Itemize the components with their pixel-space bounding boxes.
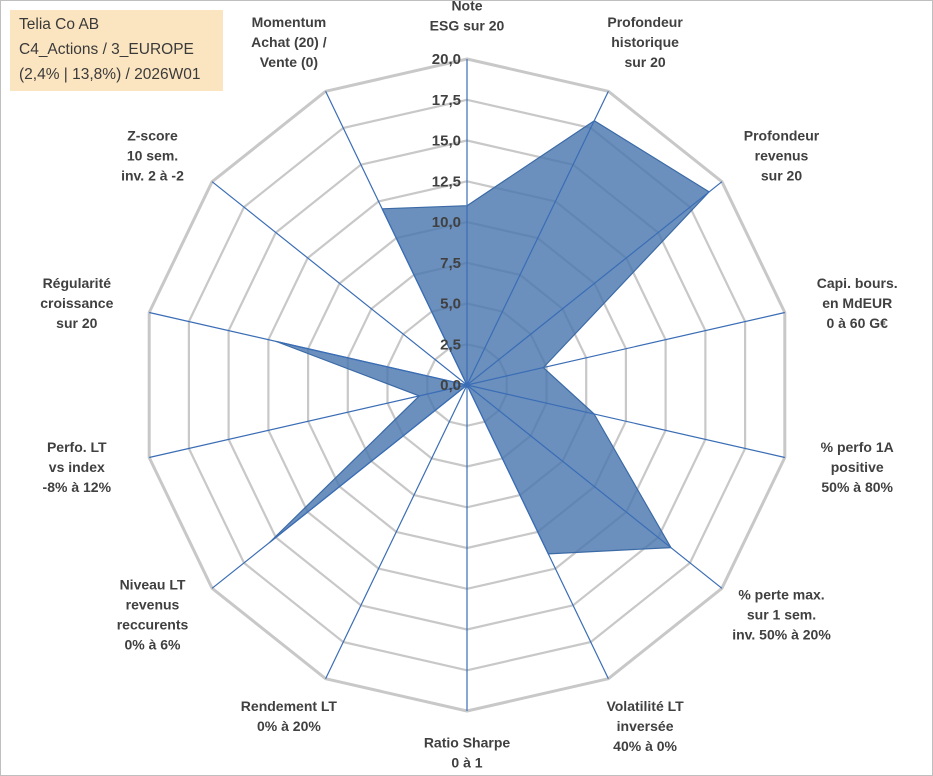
axis-label-line: Volatilité LT xyxy=(606,698,684,714)
tick-label: 7,5 xyxy=(440,255,461,272)
axis-label-line: Z-score xyxy=(127,127,178,143)
tick-label: 0,0 xyxy=(440,377,461,394)
axis-label-line: historique xyxy=(611,34,679,50)
axis-label: Régularité croissance sur 20 xyxy=(40,275,113,331)
spoke xyxy=(149,311,468,386)
spoke xyxy=(466,91,609,386)
axis-label: % perfo 1A positive 50% à 80% xyxy=(821,439,894,495)
axis-label-line: Profondeur xyxy=(744,127,820,143)
axis-label-line: sur 20 xyxy=(624,54,665,70)
axis-label-line: % perfo 1A xyxy=(821,439,894,455)
axis-label-line: Perfo. LT xyxy=(47,439,107,455)
axis-label-line: Capi. bours. xyxy=(817,275,898,291)
info-company-name: Telia Co AB xyxy=(19,16,100,33)
axis-label-line: Note xyxy=(451,1,482,14)
axis-label-line: 10 sem. xyxy=(127,147,178,163)
axis-label-line: Momentum xyxy=(252,14,327,30)
info-box: Telia Co AB C4_Actions / 3_EUROPE (2,4% … xyxy=(10,10,223,91)
axis-label-line: croissance xyxy=(40,295,113,311)
axis-label-line: 0% à 20% xyxy=(257,718,321,734)
axis-label-line: positive xyxy=(831,459,884,475)
axis-label-line: sur 20 xyxy=(761,167,802,183)
spoke xyxy=(466,384,785,459)
info-range-week: (2,4% | 13,8%) / 2026W01 xyxy=(19,66,201,83)
axis-label-line: reccurents xyxy=(117,617,189,633)
tick-label: 10,0 xyxy=(432,214,461,231)
axis-label-line: inv. 50% à 20% xyxy=(732,627,831,643)
info-category: C4_Actions / 3_EUROPE xyxy=(19,41,194,58)
axis-label: Perfo. LT vs index -8% à 12% xyxy=(43,439,112,495)
tick-label: 17,5 xyxy=(432,92,461,109)
spoke xyxy=(149,384,468,459)
spoke xyxy=(466,384,609,679)
axis-label-line: Ratio Sharpe xyxy=(424,735,511,751)
spoke xyxy=(211,384,468,589)
axis-label-line: sur 1 sem. xyxy=(747,607,816,623)
axis-label: Profondeur revenus sur 20 xyxy=(744,127,820,183)
tick-label: 15,0 xyxy=(432,133,461,150)
axis-labels: Note ESG sur 20 Profondeur historique sur 20… xyxy=(40,1,897,771)
axis-label-line: 0% à 6% xyxy=(124,637,181,653)
tick-label: 5,0 xyxy=(440,296,461,313)
axis-label-line: 40% à 0% xyxy=(613,738,677,754)
spoke xyxy=(325,384,468,679)
axis-label: Momentum Achat (20) / Vente (0) xyxy=(251,14,327,70)
spoke xyxy=(466,181,723,386)
spoke xyxy=(211,181,468,386)
axis-label-line: inv. 2 à -2 xyxy=(121,167,184,183)
axis-label-line: Rendement LT xyxy=(241,698,338,714)
tick-label: 12,5 xyxy=(432,173,461,190)
axis-label-line: Régularité xyxy=(43,275,112,291)
axis-label-line: Profondeur xyxy=(607,14,683,30)
axis-label: Profondeur historique sur 20 xyxy=(607,14,683,70)
axis-label: Ratio Sharpe 0 à 1 xyxy=(424,735,511,771)
axis-label-line: % perte max. xyxy=(738,587,824,603)
axis-label-line: Vente (0) xyxy=(260,54,318,70)
axis-label: Z-score 10 sem. inv. 2 à -2 xyxy=(121,127,184,183)
axis-label-line: Achat (20) / xyxy=(251,34,327,50)
axis-label: Capi. bours. en MdEUR 0 à 60 G€ xyxy=(817,275,898,331)
axis-label: Note ESG sur 20 xyxy=(430,1,505,34)
axis-label-line: Niveau LT xyxy=(120,577,186,593)
spoke xyxy=(466,384,723,589)
axis-label: Volatilité LT inversée 40% à 0% xyxy=(606,698,684,754)
axis-label-line: -8% à 12% xyxy=(43,479,112,495)
axis-label-line: 50% à 80% xyxy=(821,479,893,495)
axis-label: Rendement LT 0% à 20% xyxy=(241,698,338,734)
radial-tick-labels: 0,0 2,5 5,0 7,5 10,0 12,5 15,0 17,5 20,0 xyxy=(432,51,461,394)
axis-label-line: sur 20 xyxy=(56,315,97,331)
axis-label-line: revenus xyxy=(126,597,180,613)
axis-label: % perte max. sur 1 sem. inv. 50% à 20% xyxy=(732,587,831,643)
radar-spokes xyxy=(149,59,785,711)
spoke xyxy=(466,311,785,386)
axis-label-line: 0 à 1 xyxy=(451,755,482,771)
axis-label-line: en MdEUR xyxy=(822,295,892,311)
axis-label: Niveau LT revenus reccurents 0% à 6% xyxy=(117,577,189,653)
axis-label-line: revenus xyxy=(755,147,809,163)
spoke xyxy=(325,91,468,386)
tick-label: 2,5 xyxy=(440,336,461,353)
axis-label-line: inversée xyxy=(617,718,674,734)
axis-label-line: vs index xyxy=(49,459,105,475)
tick-label: 20,0 xyxy=(432,51,461,68)
axis-label-line: ESG sur 20 xyxy=(430,18,505,34)
axis-label-line: 0 à 60 G€ xyxy=(826,315,888,331)
